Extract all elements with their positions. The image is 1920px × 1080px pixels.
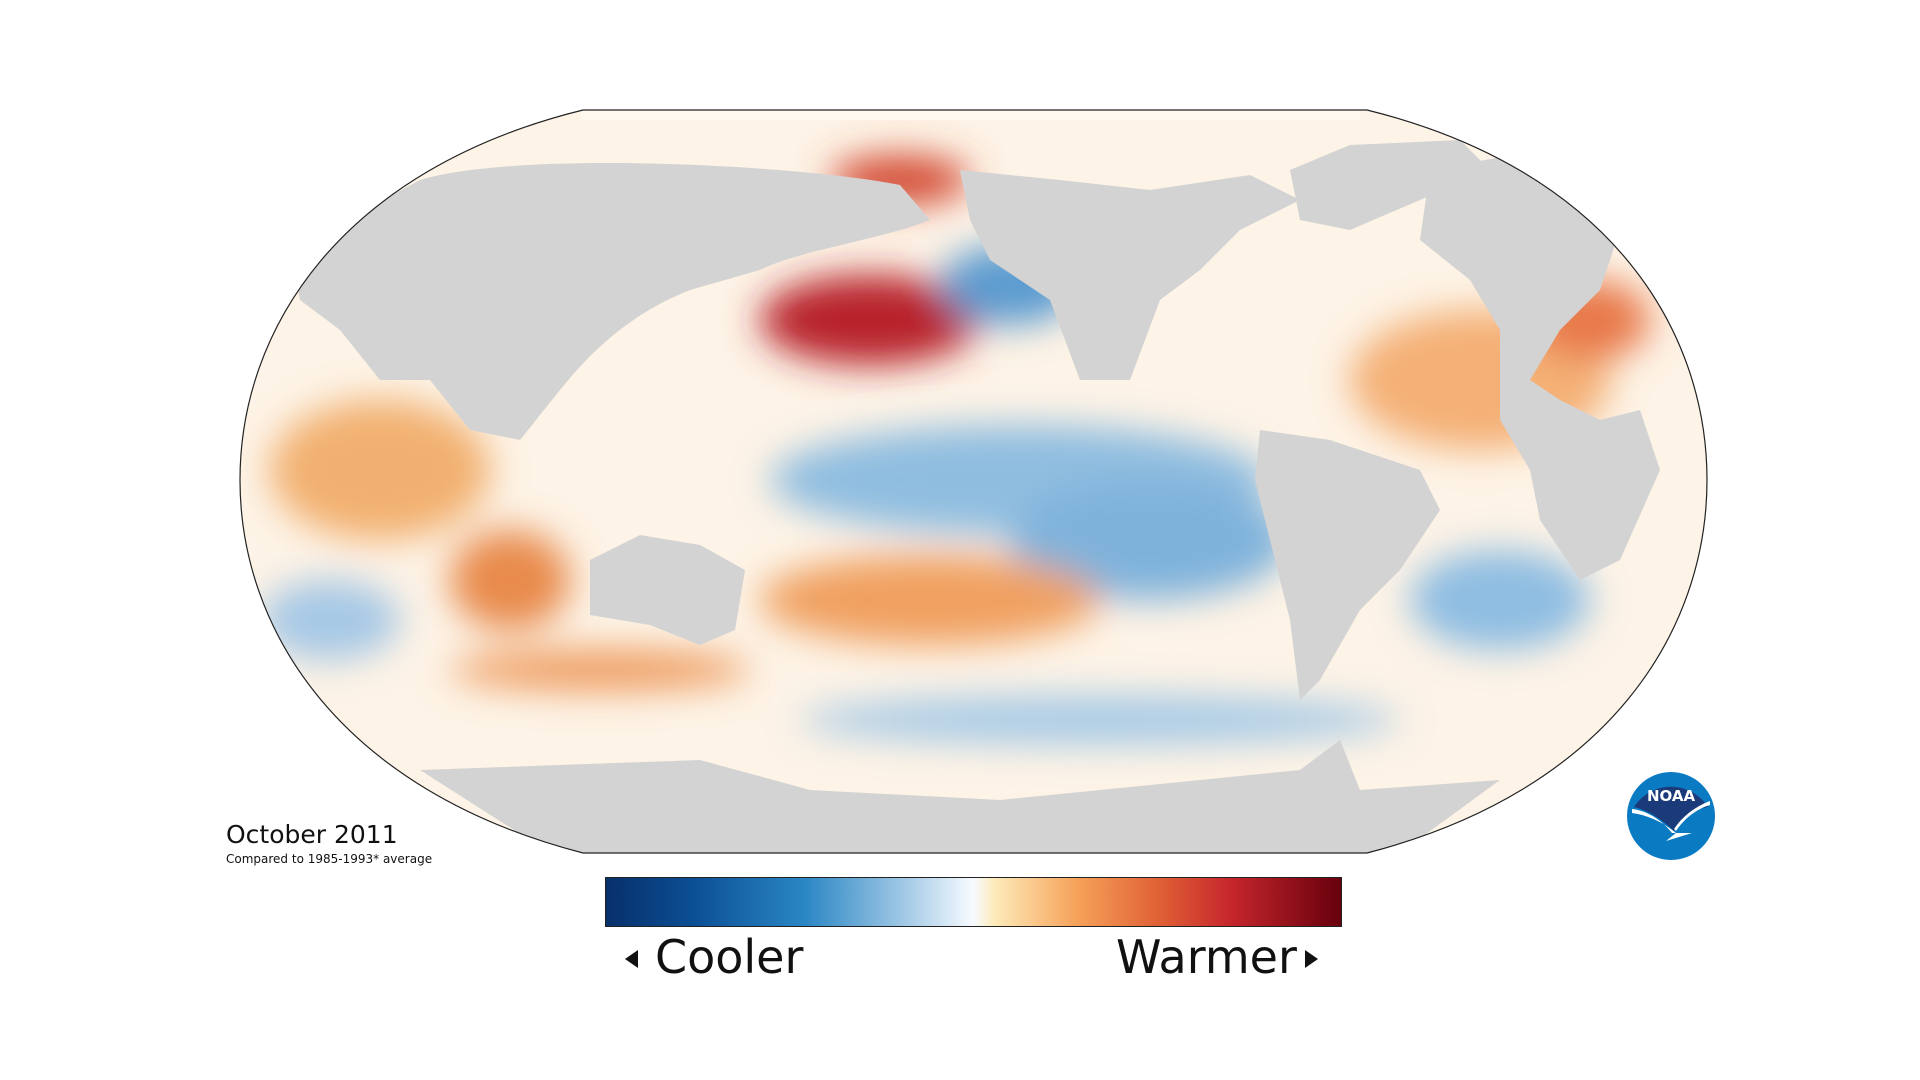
anomaly-field xyxy=(260,155,1650,745)
left-arrow-icon xyxy=(625,950,638,968)
color-scale-bar xyxy=(605,877,1342,927)
cooler-label: Cooler xyxy=(655,930,804,984)
land-masses xyxy=(290,140,1660,853)
map-date: October 2011 xyxy=(226,820,398,849)
svg-text:NOAA: NOAA xyxy=(1647,787,1696,805)
baseline-note: Compared to 1985-1993* average xyxy=(226,852,433,866)
noaa-logo: NOAA xyxy=(1627,772,1715,860)
map-outline xyxy=(239,109,1708,854)
right-arrow-icon xyxy=(1305,950,1318,968)
warmer-label: Warmer xyxy=(1116,930,1297,984)
